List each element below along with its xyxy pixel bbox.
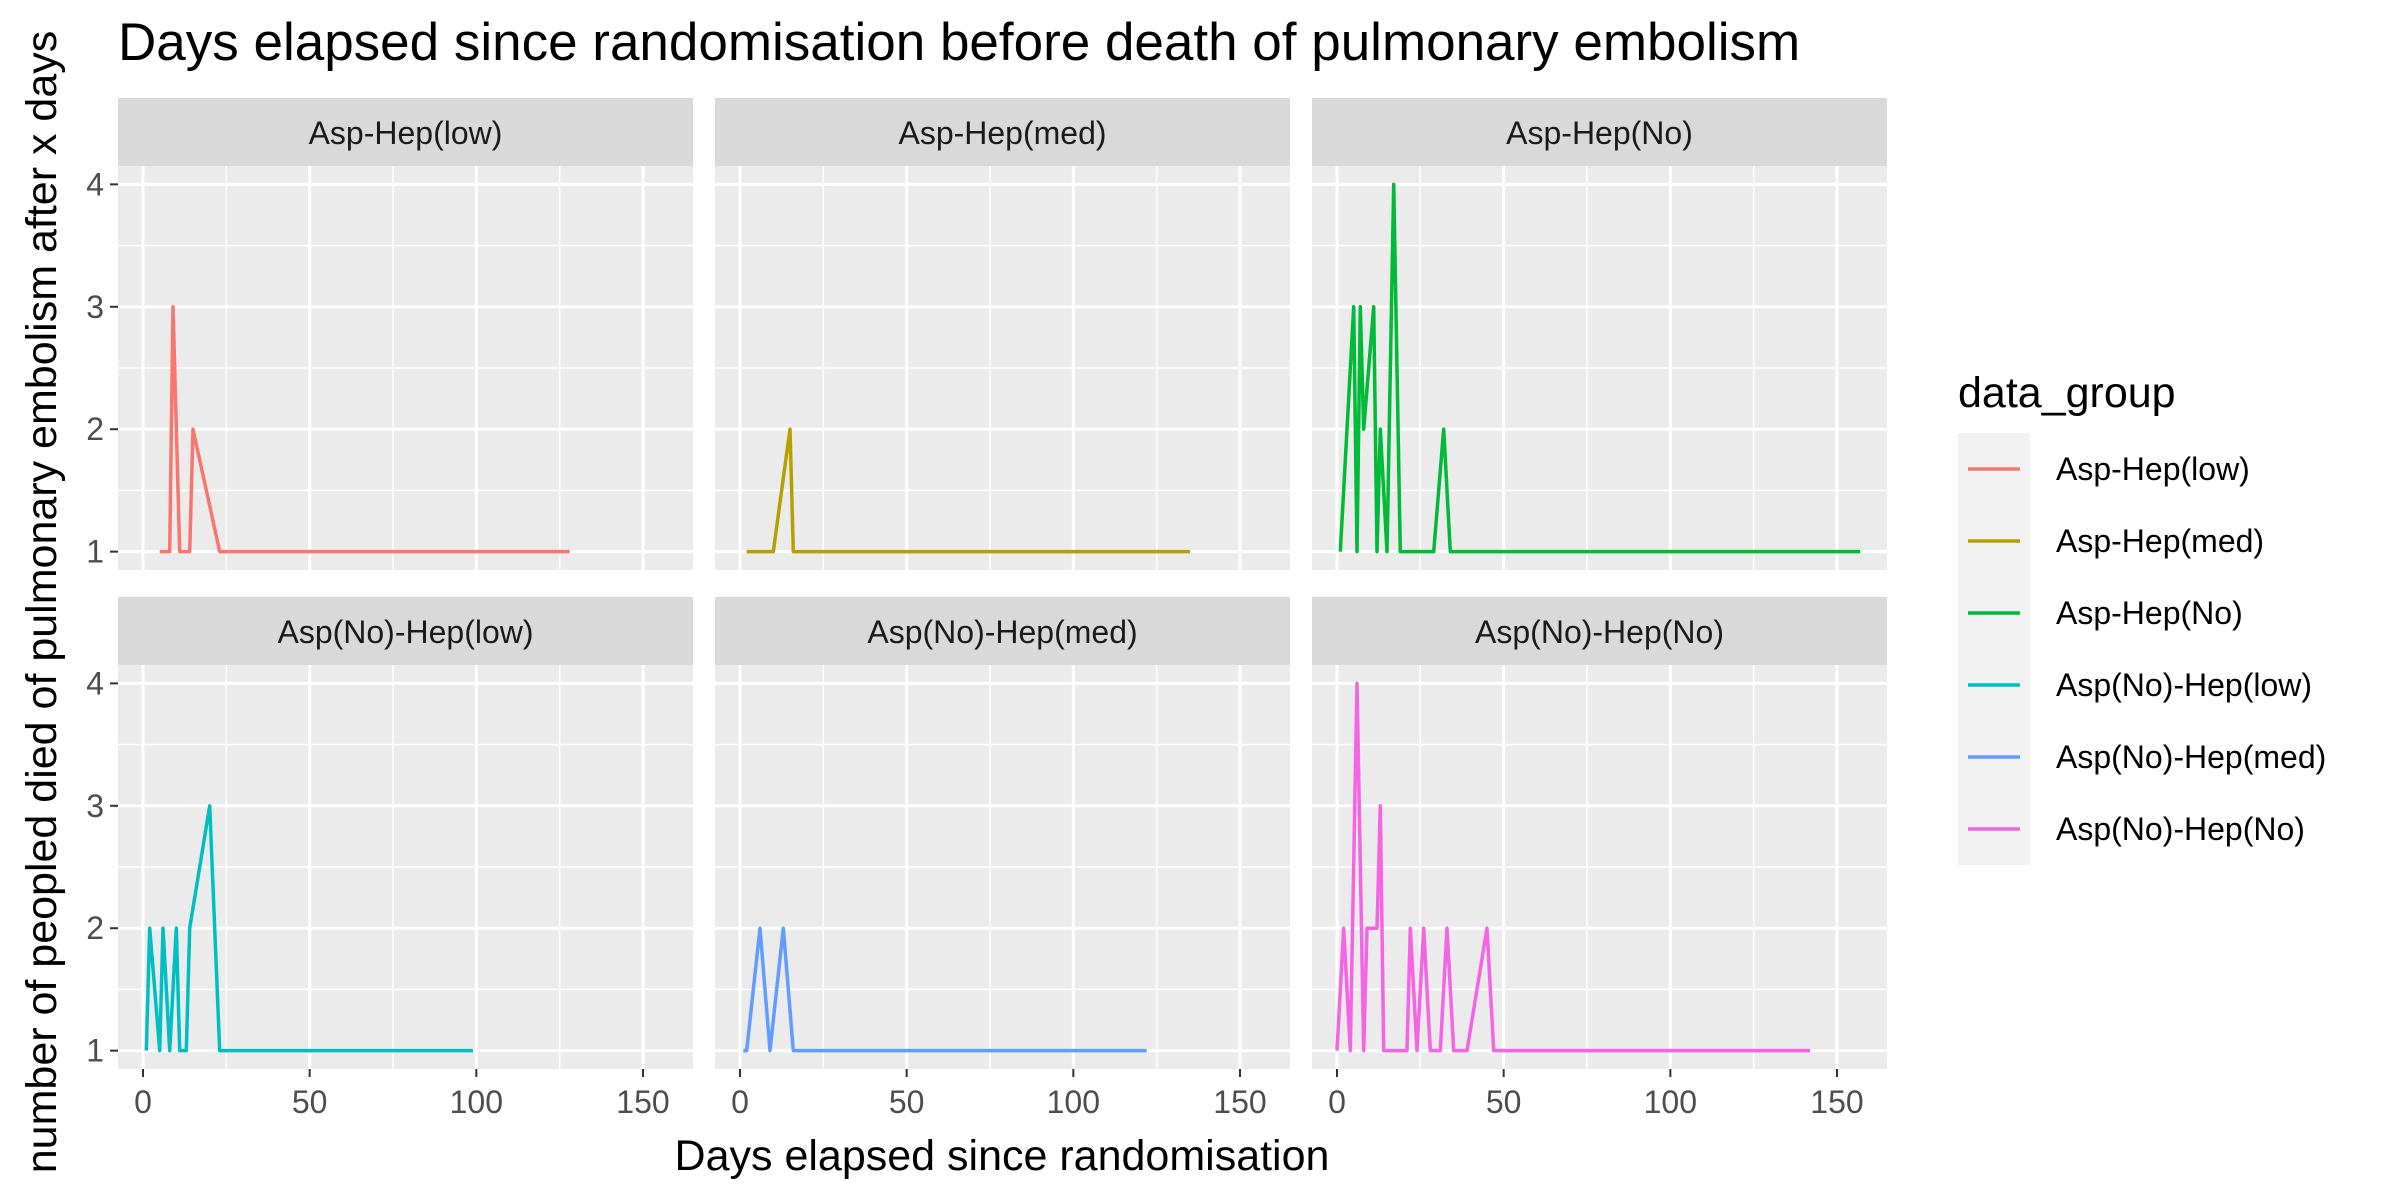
x-tick-label: 0 xyxy=(1328,1084,1346,1120)
legend: data_group Asp-Hep(low) Asp-Hep(med) Asp-H… xyxy=(1958,369,2326,865)
x-tick-label: 150 xyxy=(1213,1084,1266,1120)
legend-label-asp-hep-low: Asp-Hep(low) xyxy=(2056,451,2250,487)
facet-strip-asp-no-hep-no xyxy=(1312,597,1887,665)
facet-asp-no-hep-med: Asp(No)-Hep(med) 0 50 100 150 xyxy=(715,597,1290,1120)
series-line-asp-hep-med xyxy=(746,427,1190,554)
facet-strip-asp-hep-no xyxy=(1312,98,1887,166)
x-tick-label: 0 xyxy=(134,1084,152,1120)
y-tick-label: 2 xyxy=(86,910,104,946)
facet-asp-no-hep-low: Asp(No)-Hep(low) 1 2 3 4 0 50 100 150 xyxy=(86,597,693,1120)
x-tick-label: 150 xyxy=(1810,1084,1863,1120)
legend-label-asp-no-hep-low: Asp(No)-Hep(low) xyxy=(2056,667,2312,703)
x-tick-label: 100 xyxy=(1047,1084,1100,1120)
facet-strip-label-asp-hep-med: Asp-Hep(med) xyxy=(898,115,1106,151)
series-line-asp-no-hep-low xyxy=(144,804,473,1053)
legend-label-asp-hep-med: Asp-Hep(med) xyxy=(2056,523,2264,559)
chart-title: Days elapsed since randomisation before … xyxy=(118,13,1800,72)
legend-keys-background xyxy=(1958,433,2030,865)
y-axis-title: number of peopled died of pulmonary embo… xyxy=(18,31,66,1174)
facet-strip-label-asp-no-hep-no: Asp(No)-Hep(No) xyxy=(1475,614,1724,650)
series-line-asp-hep-low xyxy=(159,305,570,554)
facet-strip-label-asp-no-hep-med: Asp(No)-Hep(med) xyxy=(867,614,1137,650)
x-tick-label: 150 xyxy=(616,1084,669,1120)
x-tick-label: 50 xyxy=(292,1084,328,1120)
facet-strip-label-asp-hep-no: Asp-Hep(No) xyxy=(1506,115,1693,151)
legend-title: data_group xyxy=(1958,369,2176,417)
facet-panels: Asp-Hep(low) 1 2 3 4 Asp-Hep(med) Asp-Hep(No) A… xyxy=(86,98,1887,1120)
facet-strip-asp-no-hep-med xyxy=(715,597,1290,665)
y-tick-label: 4 xyxy=(86,665,104,701)
x-tick-label: 100 xyxy=(450,1084,503,1120)
legend-label-asp-no-hep-med: Asp(No)-Hep(med) xyxy=(2056,739,2326,775)
series-line-asp-hep-no xyxy=(1338,182,1861,554)
facet-strip-asp-hep-low xyxy=(118,98,693,166)
x-axis-title: Days elapsed since randomisation xyxy=(675,1132,1330,1180)
y-tick-label: 1 xyxy=(86,1033,104,1069)
x-tick-label: 0 xyxy=(731,1084,749,1120)
facet-asp-hep-low: Asp-Hep(low) 1 2 3 4 xyxy=(86,98,693,570)
legend-label-asp-hep-no: Asp-Hep(No) xyxy=(2056,595,2243,631)
facet-strip-asp-no-hep-low xyxy=(118,597,693,665)
series-line-asp-no-hep-med xyxy=(743,926,1147,1053)
series-line-asp-no-hep-no xyxy=(1335,681,1811,1053)
facet-strip-label-asp-no-hep-low: Asp(No)-Hep(low) xyxy=(277,614,533,650)
x-tick-label: 50 xyxy=(889,1084,925,1120)
y-tick-label: 2 xyxy=(86,411,104,447)
y-tick-label: 1 xyxy=(86,534,104,570)
facet-asp-hep-med: Asp-Hep(med) xyxy=(715,98,1290,570)
y-tick-label: 3 xyxy=(86,788,104,824)
legend-label-asp-no-hep-no: Asp(No)-Hep(No) xyxy=(2056,811,2305,847)
facet-strip-asp-hep-med xyxy=(715,98,1290,166)
facet-asp-hep-no: Asp-Hep(No) xyxy=(1312,98,1887,570)
x-tick-label: 50 xyxy=(1486,1084,1522,1120)
y-tick-label: 4 xyxy=(86,166,104,202)
facet-asp-no-hep-no: Asp(No)-Hep(No) 0 50 100 150 xyxy=(1312,597,1887,1120)
x-tick-label: 100 xyxy=(1644,1084,1697,1120)
facet-strip-label-asp-hep-low: Asp-Hep(low) xyxy=(309,115,503,151)
y-tick-label: 3 xyxy=(86,289,104,325)
